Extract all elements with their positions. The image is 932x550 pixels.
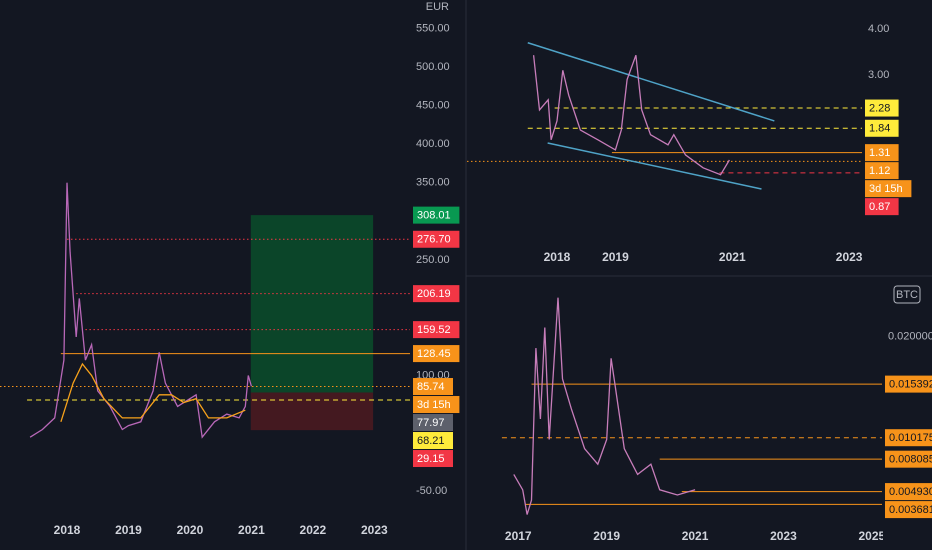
price-tag — [413, 321, 460, 339]
price-tag — [865, 198, 899, 216]
x-tick-label: 2019 — [593, 529, 620, 543]
price-tag — [885, 450, 932, 468]
price-tag — [885, 483, 932, 501]
price-tag-label: 29.15 — [417, 453, 445, 465]
price-line — [60, 362, 246, 422]
y-tick-label: -50.00 — [416, 485, 447, 497]
price-tag — [413, 396, 460, 414]
price-tag-label: 128.45 — [417, 348, 451, 360]
price-tag — [885, 375, 932, 393]
plot-area — [0, 182, 410, 439]
y-tick-label: 350.00 — [416, 177, 450, 189]
price-tag-label: 206.19 — [417, 288, 451, 300]
price-tag-label: 3d 15h — [869, 183, 903, 195]
x-tick-label: 2023 — [361, 523, 388, 537]
y-tick-label: 3.00 — [868, 69, 889, 81]
y-tick-label: 450.00 — [416, 100, 450, 112]
price-tag-label: 308.01 — [417, 210, 451, 222]
price-tag-label: 276.70 — [417, 234, 451, 246]
price-tag — [413, 230, 460, 248]
trendline — [527, 42, 775, 122]
price-tag-label: 0.003681 — [889, 504, 932, 516]
price-tag-label: 1.31 — [869, 147, 890, 159]
price-tag — [865, 144, 899, 162]
price-tag — [413, 378, 453, 396]
price-tag — [885, 501, 932, 519]
x-tick-label: 2023 — [836, 250, 863, 264]
price-tag — [865, 180, 912, 198]
price-tag — [885, 429, 932, 447]
plot-area — [467, 42, 862, 190]
y-tick-label: 4.00 — [868, 23, 889, 35]
y-tick-label: 500.00 — [416, 61, 450, 73]
x-tick-label: 2018 — [54, 523, 81, 537]
y-tick-label: 250.00 — [416, 254, 450, 266]
price-tag — [413, 432, 453, 450]
price-tag — [865, 119, 899, 137]
price-tag-label: 68.21 — [417, 435, 445, 447]
profit-zone — [250, 215, 374, 393]
x-tick-label: 2021 — [719, 250, 746, 264]
y-tick-label: 0.020000 — [888, 331, 932, 343]
price-tag — [413, 450, 453, 468]
x-tick-label: 2021 — [682, 529, 709, 543]
price-tag — [413, 285, 460, 303]
price-tag-label: 0.004930 — [889, 486, 932, 498]
plot-area — [501, 297, 882, 515]
price-line — [532, 54, 730, 176]
x-tick-label: 2019 — [602, 250, 629, 264]
price-tag-label: 77.97 — [417, 417, 445, 429]
x-tick-label: 2021 — [238, 523, 265, 537]
price-tag-label: 0.008085 — [889, 454, 932, 466]
price-tag-label: 1.12 — [869, 165, 890, 177]
x-tick-label: 2019 — [115, 523, 142, 537]
x-tick-label: 2022 — [300, 523, 327, 537]
y-tick-label: 550.00 — [416, 22, 450, 34]
x-tick-label: 2017 — [505, 529, 532, 543]
price-tag-label: 85.74 — [417, 381, 445, 393]
axis-column — [411, 0, 465, 550]
price-tag-label: 0.015392 — [889, 379, 932, 391]
trendline — [547, 142, 762, 190]
x-tick-label: 2023 — [770, 529, 797, 543]
x-tick-label: 2025 — [858, 529, 885, 543]
currency-label: EUR — [426, 1, 449, 13]
price-tag-label: 0.010175 — [889, 432, 932, 444]
price-tag-label: 2.28 — [869, 102, 890, 114]
price-tag — [865, 162, 899, 180]
currency-box — [893, 285, 921, 304]
price-tag-label: 0.87 — [869, 201, 890, 213]
price-tag-label: 3d 15h — [417, 399, 451, 411]
price-tag — [865, 99, 899, 117]
price-tag-label: 159.52 — [417, 324, 451, 336]
price-line — [513, 297, 696, 515]
y-tick-label: 400.00 — [416, 138, 450, 150]
price-tag — [413, 414, 453, 432]
x-tick-label: 2020 — [177, 523, 204, 537]
x-tick-label: 2018 — [544, 250, 571, 264]
price-tag — [413, 206, 460, 224]
currency-label: BTC — [896, 289, 918, 301]
price-tag-label: 1.84 — [869, 123, 890, 135]
price-tag — [413, 345, 460, 363]
loss-zone — [250, 392, 374, 431]
